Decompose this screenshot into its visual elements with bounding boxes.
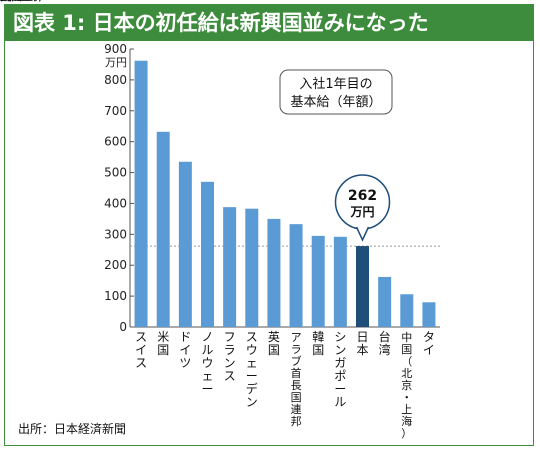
- y-tick-label: 200: [104, 258, 127, 272]
- bar-9: [311, 235, 325, 327]
- bar-8: [289, 224, 303, 327]
- callout-value: 262: [348, 188, 377, 204]
- figure-frame: 図表 1: 日本の初任給は新興国並みになった: [4, 4, 534, 446]
- figure-title: 図表 1: 日本の初任給は新興国並みになった: [5, 5, 533, 41]
- bar-1: [134, 60, 148, 327]
- category-label: スウェーデンスウェーデン: [0, 0, 258, 409]
- callout-unit: 万円: [349, 205, 374, 219]
- y-tick-label: 900: [104, 42, 127, 56]
- callout-pointer: [355, 226, 370, 242]
- y-tick-label: 500: [104, 166, 127, 180]
- y-tick-label: 600: [104, 135, 127, 149]
- bar-11: [356, 246, 369, 327]
- bar-3: [178, 161, 192, 327]
- legend-line: 基本給（年額）: [290, 95, 381, 110]
- y-tick-label: 0: [119, 320, 127, 334]
- y-tick-label: 700: [104, 104, 127, 118]
- bar-10: [333, 236, 347, 327]
- legend-line: 入社1年目の: [299, 76, 372, 92]
- y-tick-label: 300: [104, 227, 127, 241]
- bar-14: [422, 302, 436, 327]
- category-label: 台湾台湾: [0, 0, 391, 357]
- source-note: 出所：日本経済新聞: [18, 422, 127, 436]
- bar-13: [400, 294, 414, 327]
- bar-4: [201, 181, 214, 327]
- legend-box: [279, 69, 393, 115]
- bar-6: [245, 208, 259, 327]
- y-tick-label: 400: [104, 196, 127, 210]
- bar-12: [378, 276, 392, 327]
- y-tick-label: 100: [104, 289, 127, 303]
- y-axis-unit: 万円: [105, 56, 127, 69]
- bar-5: [223, 207, 237, 327]
- bar-2: [156, 131, 170, 327]
- bar-7: [267, 218, 281, 327]
- y-tick-label: 800: [104, 73, 127, 87]
